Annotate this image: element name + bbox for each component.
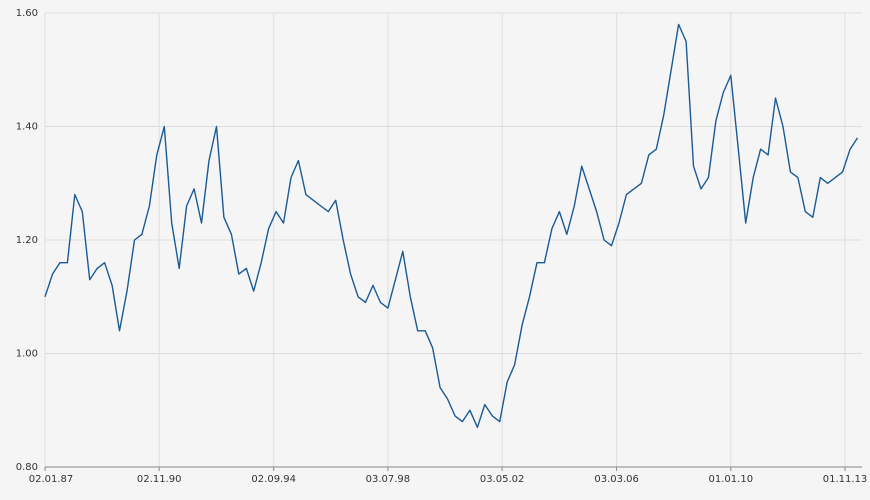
x-tick-label: 02.09.94	[251, 474, 296, 485]
y-tick-label: 0.80	[16, 462, 38, 473]
x-tick-label: 02.01.87	[29, 474, 74, 485]
x-tick-label: 02.11.90	[137, 474, 182, 485]
x-tick-label: 01.11.13	[823, 474, 868, 485]
y-tick-label: 1.60	[16, 8, 38, 19]
y-tick-label: 1.00	[16, 349, 38, 360]
x-tick-label: 01.01.10	[709, 474, 754, 485]
y-tick-label: 1.20	[16, 235, 38, 246]
x-tick-label: 03.03.06	[594, 474, 639, 485]
x-tick-label: 03.07.98	[366, 474, 411, 485]
x-tick-label: 03.05.02	[480, 474, 525, 485]
line-series	[44, 23, 859, 428]
y-tick-label: 1.40	[16, 122, 38, 133]
